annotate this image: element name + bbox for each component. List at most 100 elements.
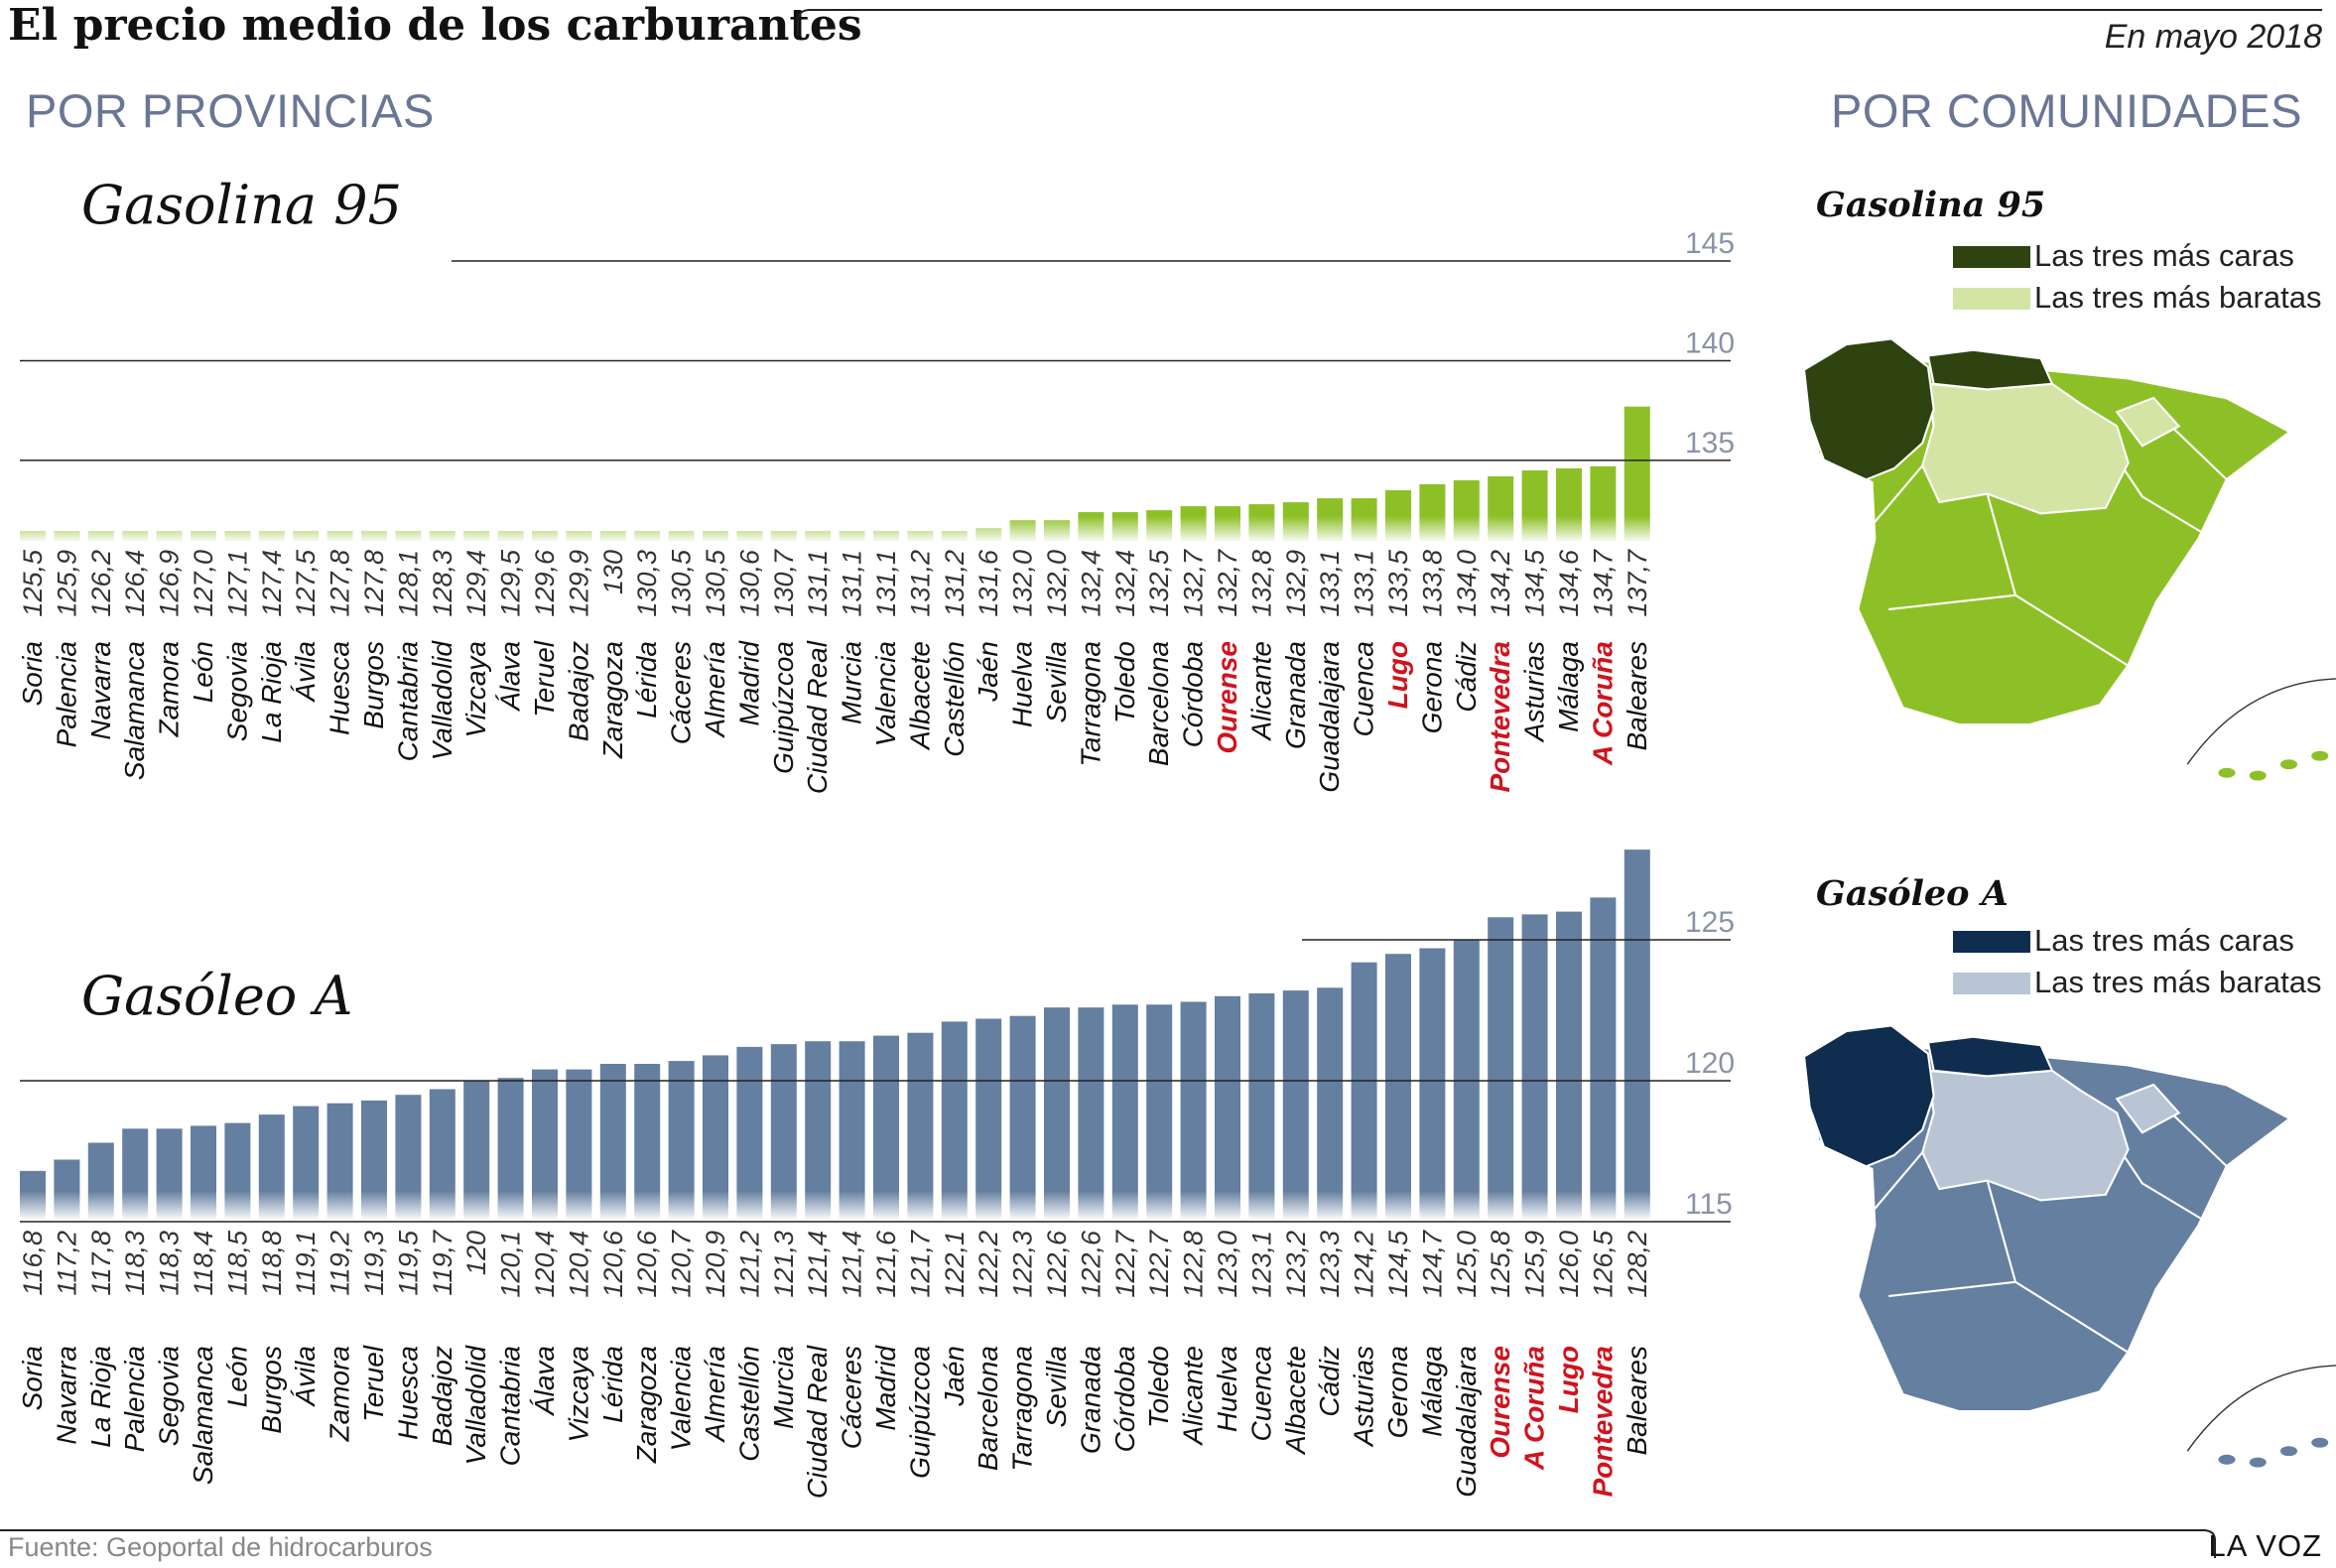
category-label: Cuenca: [1245, 1346, 1276, 1442]
category-label: Zaragoza: [631, 1346, 662, 1464]
value-label: 120,7: [667, 1230, 697, 1298]
map-region-expensive: [1926, 1035, 2054, 1078]
value-label: 120,6: [598, 1230, 628, 1298]
value-label: 125,0: [1452, 1231, 1482, 1298]
value-label: 129,4: [461, 550, 491, 617]
category-label: Lugo: [1382, 641, 1413, 709]
category-label: Castellón: [733, 1346, 764, 1462]
value-label: 122,2: [973, 1231, 1003, 1298]
category-label: Lérida: [597, 1346, 628, 1423]
category-label: Tarragona: [1007, 1346, 1038, 1472]
category-label: Cáceres: [666, 641, 697, 744]
bar: [1111, 1004, 1138, 1219]
canary-island: [2218, 1454, 2236, 1465]
value-label: 132,4: [1076, 550, 1105, 617]
value-label: 120,4: [564, 1231, 593, 1298]
category-label: Alicante: [1245, 641, 1276, 742]
bar: [770, 1044, 797, 1219]
category-label: Málaga: [1416, 1346, 1447, 1437]
value-label: 123,0: [1213, 1231, 1242, 1298]
value-label: 121,2: [734, 1231, 764, 1298]
category-label: Salamanca: [119, 641, 150, 780]
value-label: 126,5: [1588, 1230, 1618, 1298]
value-label: 123,3: [1315, 1231, 1345, 1298]
value-label: 119,2: [325, 1231, 355, 1296]
map-title-gasoleo: Gasóleo A: [1816, 873, 2009, 914]
category-label: Lérida: [631, 641, 662, 719]
category-label: Baleares: [1622, 641, 1652, 751]
value-label: 124,5: [1383, 1230, 1413, 1298]
value-label: 122,7: [1110, 1230, 1140, 1298]
category-label: Guadalajara: [1451, 1346, 1482, 1498]
category-label: Asturias: [1519, 641, 1550, 743]
legend-swatch-cheap-gasolina: [1953, 288, 2030, 310]
value-label: 119,7: [428, 1230, 457, 1296]
value-label: 128,3: [428, 550, 457, 617]
category-label: Alicante: [1178, 1346, 1209, 1447]
category-label: Albacete: [904, 641, 935, 751]
map-region-expensive: [1802, 1024, 1935, 1168]
value-label: 130,7: [769, 549, 799, 617]
map-region-expensive: [1802, 337, 1935, 481]
category-label: Cádiz: [1314, 1346, 1345, 1417]
bar: [1521, 914, 1548, 1219]
category-label: Ourense: [1212, 641, 1242, 754]
tick-label: 125: [1685, 906, 1735, 939]
spain-maps: [1802, 337, 2336, 1468]
category-label: Álava: [495, 641, 526, 713]
canary-inset-frame: [2186, 1365, 2336, 1452]
category-label: Navarra: [51, 1346, 81, 1445]
category-label: Soria: [17, 1346, 48, 1410]
value-label: 126,9: [155, 550, 185, 617]
value-label: 127,8: [325, 550, 355, 617]
value-label: 134,2: [1486, 550, 1515, 617]
category-label: Zamora: [324, 1346, 355, 1442]
canary-inset-frame: [2186, 678, 2336, 765]
legend-label-expensive-gasolina: Las tres más caras: [2034, 238, 2294, 273]
category-label: Madrid: [870, 1345, 901, 1431]
value-label: 125,8: [1486, 1231, 1515, 1298]
category-label: Teruel: [529, 640, 560, 718]
map-borders: [1859, 1090, 2228, 1354]
value-label: 131,1: [838, 550, 867, 617]
value-label: 132,8: [1246, 550, 1276, 617]
map-borders: [1859, 403, 2228, 667]
value-label: 127,4: [257, 550, 287, 617]
value-label: 124,2: [1350, 1231, 1379, 1298]
category-label: Toledo: [1109, 641, 1140, 723]
value-label: 130,5: [667, 549, 697, 617]
legend-label-cheap-gasoleo: Las tres más baratas: [2034, 965, 2322, 999]
section-provinces-title: POR PROVINCIAS: [26, 84, 435, 137]
category-label: Burgos: [358, 641, 389, 729]
bar: [1248, 993, 1275, 1219]
category-label: León: [221, 1346, 252, 1407]
category-label: Zaragoza: [597, 641, 628, 759]
value-label: 132,9: [1281, 550, 1311, 617]
value-label: 125,5: [18, 549, 48, 617]
value-label: 129,6: [530, 549, 560, 617]
value-label: 122,6: [1076, 1230, 1105, 1298]
category-label: A Coruña: [1587, 641, 1618, 766]
category-label: Ávila: [290, 1346, 321, 1408]
value-label: 132,7: [1179, 549, 1209, 617]
value-label: 129,9: [564, 550, 593, 617]
category-label: Granada: [1075, 1346, 1105, 1454]
value-label: 132,4: [1110, 550, 1140, 617]
value-label: 116,8: [18, 1231, 48, 1296]
value-label: 125,9: [1520, 1231, 1550, 1298]
value-label: 134,0: [1452, 550, 1482, 617]
value-label: 127,1: [222, 550, 252, 617]
category-label: Gerona: [1382, 1346, 1413, 1438]
value-label: 132,0: [1008, 550, 1038, 617]
category-label: Castellón: [939, 641, 970, 757]
value-label: 131,1: [803, 550, 833, 617]
category-label: Granada: [1280, 641, 1311, 749]
category-label: León: [188, 641, 218, 703]
tick-label: 115: [1685, 1188, 1733, 1221]
value-label: 134,6: [1554, 549, 1584, 617]
category-label: Badajoz: [563, 641, 593, 741]
legend-swatch-expensive-gasolina: [1953, 246, 2030, 268]
value-label: 133,5: [1383, 549, 1413, 617]
value-label: 123,1: [1246, 1231, 1276, 1298]
value-label: 129,5: [496, 549, 526, 617]
